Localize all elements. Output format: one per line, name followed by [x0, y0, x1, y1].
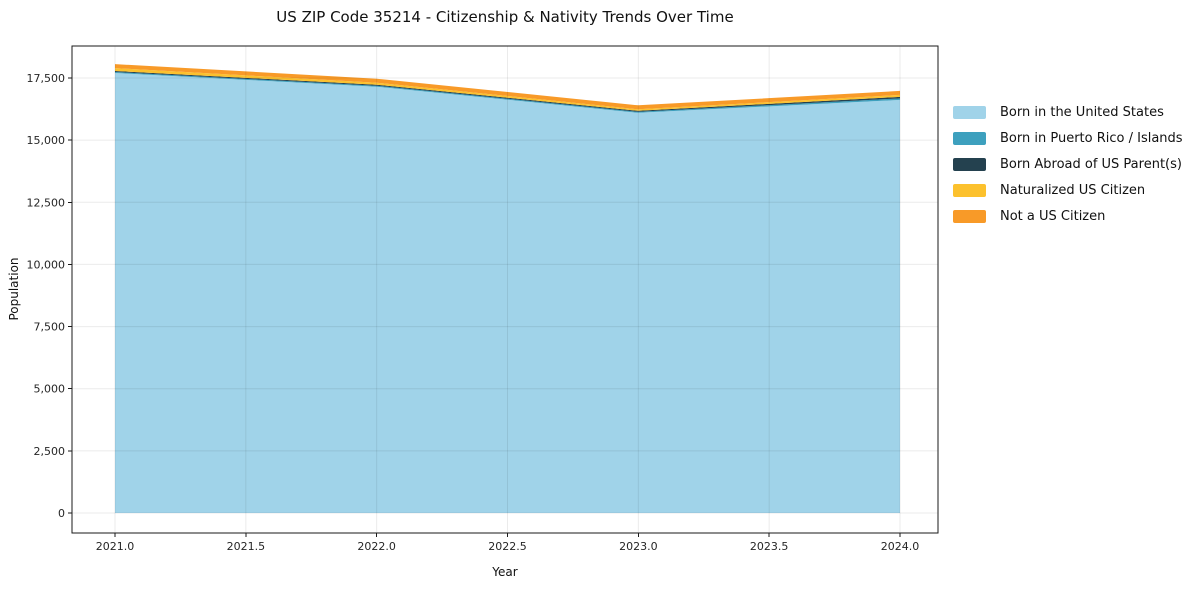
- stacked-areas: [115, 64, 900, 513]
- y-tick-label: 0: [58, 507, 65, 520]
- gridlines: [72, 46, 938, 533]
- legend-label: Not a US Citizen: [1000, 209, 1106, 224]
- y-tick-label: 2,500: [34, 445, 66, 458]
- chart-title: US ZIP Code 35214 - Citizenship & Nativi…: [276, 8, 734, 26]
- legend-label: Born in the United States: [1000, 105, 1164, 120]
- x-tick-label: 2023.5: [750, 540, 789, 553]
- area-series-4: [115, 64, 900, 110]
- area-series-0: [115, 73, 900, 513]
- y-tick-label: 17,500: [27, 72, 66, 85]
- legend: Born in the United States Born in Puerto …: [953, 105, 1183, 224]
- legend-swatch: [953, 132, 986, 145]
- legend-label: Naturalized US Citizen: [1000, 183, 1146, 198]
- y-tick-label: 10,000: [27, 258, 66, 271]
- y-axis-label: Population: [7, 257, 21, 321]
- legend-label: Born Abroad of US Parent(s): [1000, 157, 1182, 172]
- legend-label: Born in Puerto Rico / Islands: [1000, 131, 1183, 146]
- legend-item: Born in Puerto Rico / Islands: [953, 131, 1183, 146]
- plot-border: [71, 45, 939, 534]
- x-tick-label: 2022.0: [357, 540, 396, 553]
- x-tick-label: 2021.0: [96, 540, 135, 553]
- legend-swatch: [953, 184, 986, 197]
- x-tick-label: 2024.0: [881, 540, 920, 553]
- y-tick-label: 15,000: [27, 134, 66, 147]
- x-tick-label: 2023.0: [619, 540, 658, 553]
- legend-item: Not a US Citizen: [953, 209, 1183, 224]
- x-axis-label: Year: [492, 565, 518, 579]
- x-tick-label: 2021.5: [227, 540, 266, 553]
- legend-swatch: [953, 210, 986, 223]
- legend-item: Born Abroad of US Parent(s): [953, 157, 1183, 172]
- x-tick-label: 2022.5: [488, 540, 527, 553]
- axis-ticks: 2021.0 2021.5 2022.0 2022.5 2023.0 2023.5 2024…: [27, 72, 920, 553]
- legend-item: Naturalized US Citizen: [953, 183, 1183, 198]
- y-tick-label: 5,000: [34, 383, 66, 396]
- legend-swatch: [953, 106, 986, 119]
- y-tick-label: 7,500: [34, 321, 66, 334]
- y-tick-label: 12,500: [27, 196, 66, 209]
- legend-swatch: [953, 158, 986, 171]
- legend-item: Born in the United States: [953, 105, 1183, 120]
